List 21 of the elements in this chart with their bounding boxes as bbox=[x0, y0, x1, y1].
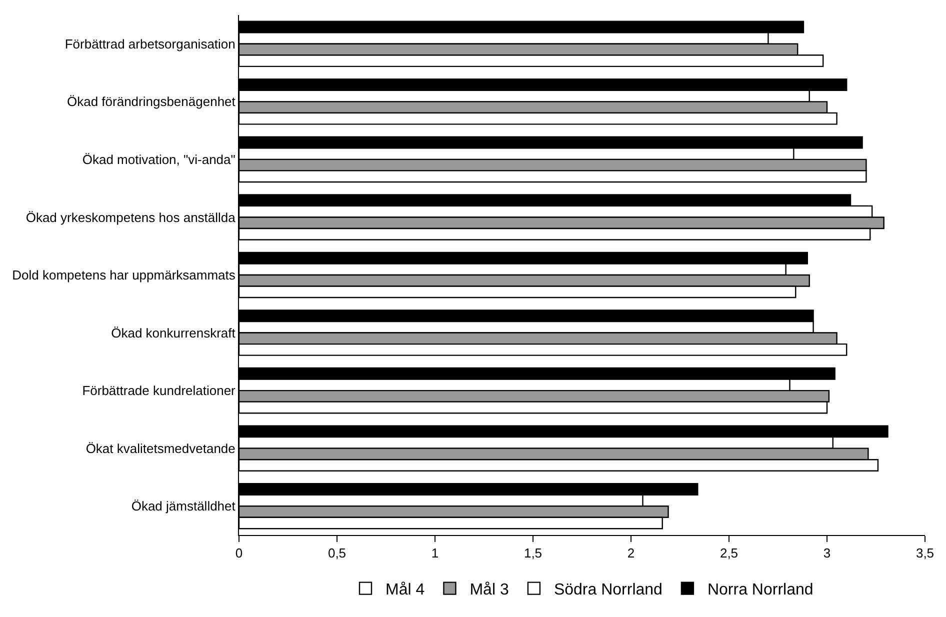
x-tick-label: 1 bbox=[431, 546, 439, 561]
x-tick-label: 3,5 bbox=[916, 546, 934, 561]
legend-label: Södra Norrland bbox=[554, 582, 662, 599]
x-tick-label: 0 bbox=[235, 546, 243, 561]
y-tick-label: Ökad förändringsbenägenhet bbox=[66, 94, 236, 110]
y-tick-label: Förbättrad arbetsorganisation bbox=[64, 36, 236, 52]
y-tick-label: Dold kompetens har uppmärksammats bbox=[12, 268, 236, 283]
x-tick-label: 0,5 bbox=[328, 546, 346, 561]
legend-label: Mål 3 bbox=[470, 582, 509, 599]
legend-label: Norra Norrland bbox=[707, 582, 814, 599]
y-tick-label: Ökad konkurrenskraft bbox=[111, 325, 236, 340]
y-tick-label: Förbättrade kundrelationer bbox=[82, 383, 236, 398]
x-tick-label: 2 bbox=[627, 546, 635, 561]
x-tick-label: 3 bbox=[823, 546, 831, 561]
y-tick-label: Ökad jämställdhet bbox=[131, 498, 236, 514]
y-tick-label: Ökad motivation, "vi-anda" bbox=[82, 152, 236, 167]
y-tick-label: Ökat kvalitetsmedvetande bbox=[86, 440, 236, 456]
x-tick-label: 2,5 bbox=[720, 546, 738, 561]
y-tick-label: Ökad yrkeskompetens hos anställda bbox=[26, 210, 236, 225]
x-tick-label: 1,5 bbox=[524, 546, 542, 561]
legend-label: Mål 4 bbox=[386, 582, 425, 599]
